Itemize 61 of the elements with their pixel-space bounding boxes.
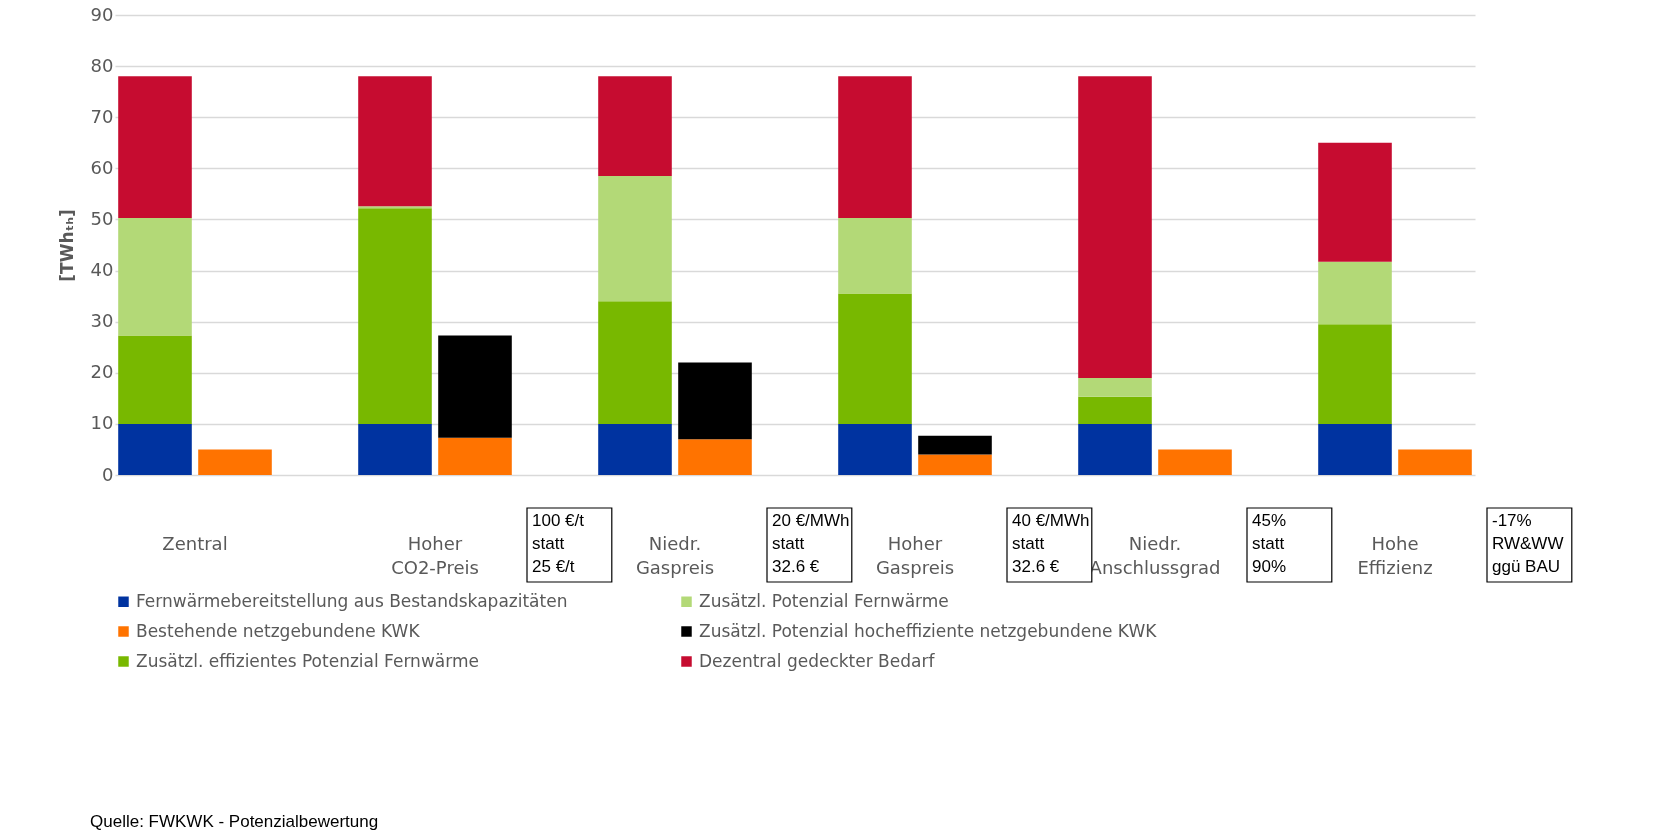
y-tick-label: 10 [90, 412, 114, 434]
bar [838, 423, 912, 475]
x-tick-label: Hoher CO2-Preis [391, 533, 479, 578]
bar [358, 208, 432, 424]
text: 45% statt 90% [1252, 511, 1287, 576]
legend-label: Zusätzl. Potenzial hocheffiziente netzgebundene KWK [699, 620, 1158, 641]
bar [838, 217, 912, 294]
y-tick-label: 20 [90, 361, 114, 383]
bar [1318, 142, 1392, 262]
bar [118, 76, 192, 218]
bar [598, 301, 672, 424]
x-tick-label: Zentral [162, 533, 228, 554]
y-tick-label: 60 [90, 156, 114, 178]
y-tick-label: 70 [90, 105, 114, 127]
source-note: Quelle: FWKWK - Potenzialbewertung [90, 812, 379, 831]
bar [358, 206, 432, 209]
legend-label: Fernwärmebereitstellung aus Bestandskapazitäten [136, 590, 568, 611]
legend-label: Bestehende netzgebundene KWK [136, 620, 421, 641]
y-tick-label: 90 [90, 3, 114, 25]
y-tick-label: 80 [90, 54, 114, 76]
legend-label: Zusätzl. Potenzial Fernwärme [699, 590, 949, 611]
x-tick-label: Hoher Gaspreis [875, 533, 955, 578]
bar [918, 435, 992, 455]
x-tick-label: Niedr. Gaspreis [635, 533, 715, 578]
bar [598, 76, 672, 176]
legend-label: Zusätzl. effizientes Potenzial Fernwärme [136, 650, 479, 671]
bar [118, 423, 192, 475]
bar [118, 335, 192, 424]
bar [438, 437, 512, 475]
y-tick-label: 40 [90, 259, 114, 281]
bar [598, 423, 672, 475]
text: 40 €/MWh statt 32.6 € [1012, 511, 1090, 576]
bar [838, 293, 912, 424]
bar [678, 362, 752, 440]
bar [1078, 377, 1152, 397]
bar [358, 76, 432, 207]
bar [438, 335, 512, 438]
y-tick-label: 50 [90, 207, 114, 229]
x-tick-label: Hohe Effizienz [1357, 533, 1433, 578]
bar [358, 423, 432, 475]
bar [1158, 449, 1232, 475]
text: -17% RW&WW ggü BAU [1492, 511, 1564, 576]
y-tick-label: 0 [102, 463, 114, 485]
bar [1318, 324, 1392, 424]
text: 100 €/t statt 25 €/t [532, 511, 585, 576]
y-tick-label: 30 [90, 310, 114, 332]
legend-label: Dezentral gedeckter Bedarf [699, 650, 936, 671]
bar [1398, 449, 1472, 475]
text: 20 €/MWh statt 32.6 € [772, 511, 850, 576]
bar [838, 76, 912, 218]
bar [1318, 423, 1392, 475]
bar [678, 439, 752, 475]
bar [1318, 261, 1392, 325]
bar [198, 449, 272, 475]
bar [1078, 76, 1152, 378]
bar [118, 217, 192, 336]
bar [598, 176, 672, 302]
bar [1078, 396, 1152, 424]
bar [1078, 423, 1152, 475]
bar [918, 454, 992, 475]
y-axis-title: [TWhₜₕ] [56, 209, 77, 282]
